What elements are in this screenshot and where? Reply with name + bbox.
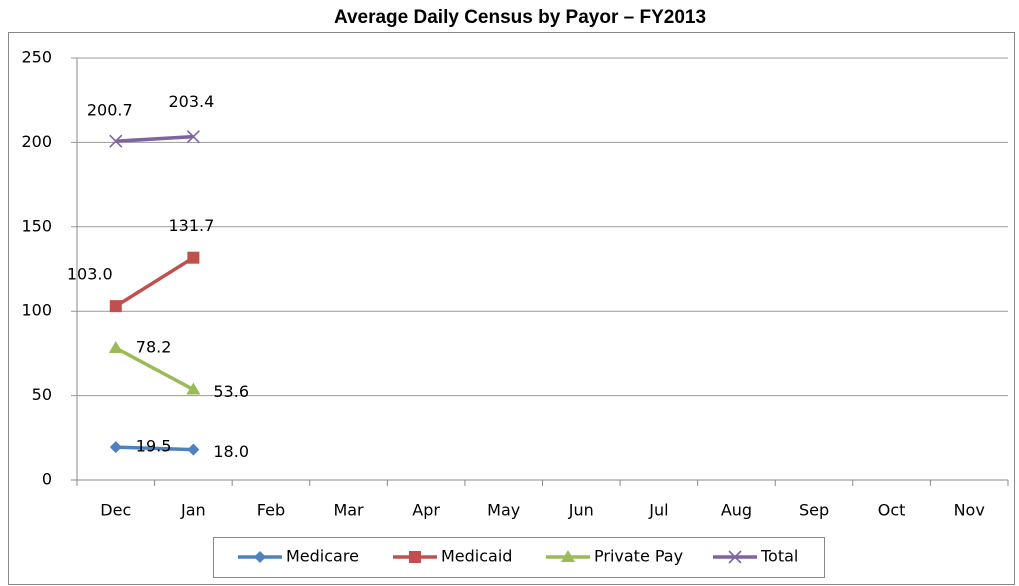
- x-tick-label: Apr: [412, 501, 440, 520]
- x-tick-label: Sep: [799, 501, 829, 520]
- data-label: 200.7: [87, 101, 133, 120]
- legend-entry: Medicare: [238, 547, 359, 566]
- data-label: 78.2: [136, 337, 172, 356]
- marker: [187, 443, 200, 456]
- chart-border: [8, 32, 1015, 585]
- x-tick-label: Aug: [721, 501, 752, 520]
- y-tick-label: 200: [21, 132, 52, 151]
- marker: [728, 550, 742, 564]
- marker: [186, 382, 201, 395]
- data-label: 103.0: [67, 265, 113, 284]
- legend-entry: Private Pay: [546, 547, 683, 566]
- y-tick-label: 150: [21, 216, 52, 235]
- marker: [108, 340, 123, 353]
- x-tick-label: Feb: [257, 501, 285, 520]
- chart-title: Average Daily Census by Payor – FY2013: [334, 7, 706, 28]
- y-tick-label: 100: [21, 301, 52, 320]
- marker: [561, 550, 575, 562]
- x-tick-label: May: [487, 501, 520, 520]
- data-label: 18.0: [213, 442, 249, 461]
- marker: [409, 551, 421, 563]
- y-tick-label: 250: [21, 48, 52, 67]
- x-tick-label: Nov: [954, 501, 985, 520]
- series-line: [115, 134, 194, 143]
- legend-label: Total: [760, 547, 798, 566]
- y-tick-label: 0: [42, 470, 52, 489]
- marker: [187, 251, 200, 264]
- data-label: 19.5: [136, 437, 172, 456]
- data-label: 203.4: [168, 92, 214, 111]
- y-tick-label: 50: [32, 385, 52, 404]
- data-label: 53.6: [213, 382, 249, 401]
- marker: [109, 134, 123, 148]
- x-tick-label: Jun: [568, 501, 594, 520]
- series-line: [114, 256, 195, 308]
- x-tick-label: Dec: [100, 501, 131, 520]
- legend-entry: Total: [713, 547, 798, 566]
- data-label: 131.7: [168, 216, 214, 235]
- legend-label: Medicaid: [441, 547, 512, 566]
- x-tick-label: Jul: [648, 501, 668, 520]
- x-tick-label: Mar: [333, 501, 364, 520]
- legend-label: Private Pay: [594, 547, 683, 566]
- series-line: [114, 346, 195, 392]
- legend-entry: Medicaid: [393, 547, 512, 566]
- marker: [109, 441, 122, 454]
- x-tick-label: Jan: [180, 501, 206, 520]
- x-tick-label: Oct: [878, 501, 906, 520]
- marker: [186, 130, 200, 144]
- series-line: [115, 445, 194, 452]
- legend-label: Medicare: [286, 547, 359, 566]
- marker: [254, 551, 266, 563]
- marker: [109, 300, 122, 313]
